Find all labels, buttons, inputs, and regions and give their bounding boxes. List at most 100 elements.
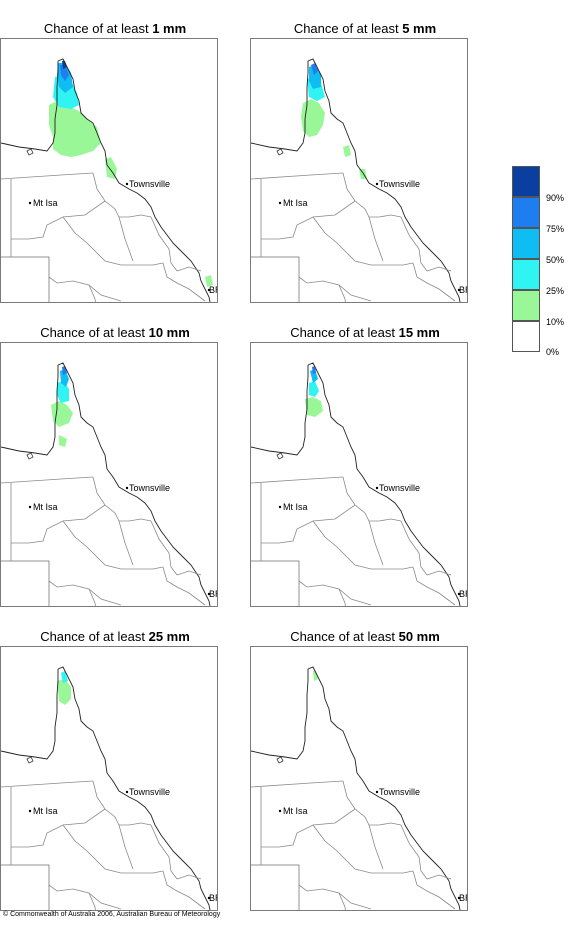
title-prefix: Chance of at least: [293, 21, 403, 36]
queensland-map: Townsville Mt Isa BRIS: [250, 342, 468, 607]
district-boundary: [1, 172, 94, 180]
coastline: [251, 669, 309, 760]
district-boundary: [62, 520, 164, 570]
district-boundary: [342, 780, 402, 826]
probability-area: [62, 61, 67, 69]
district-boundary: [342, 172, 402, 218]
district-boundary: [368, 216, 384, 262]
district-boundary: [261, 200, 356, 240]
legend-swatch: [512, 290, 540, 321]
map-panel-1mm: Chance of at least 1 mm Townsville Mt Isa…: [0, 20, 230, 320]
legend-swatch: [512, 321, 540, 352]
coastline: [1, 365, 59, 456]
coastline: [307, 666, 461, 910]
district-boundary: [400, 520, 428, 576]
townsville-label: Townsville: [129, 179, 170, 189]
town-marker: [457, 592, 461, 596]
district-boundary: [368, 520, 384, 566]
town-marker: [28, 505, 32, 509]
town-marker: [28, 201, 32, 205]
district-boundary: [251, 172, 344, 180]
coastline: [57, 58, 211, 302]
coastline: [251, 365, 309, 456]
probability-area: [343, 145, 351, 157]
probability-area: [61, 671, 68, 683]
townsville-label: Townsville: [129, 787, 170, 797]
probability-area: [62, 366, 67, 375]
district-boundary: [1, 780, 94, 788]
district-boundary: [150, 824, 178, 880]
coastline: [1, 61, 59, 152]
town-marker: [278, 201, 282, 205]
townsville-label: Townsville: [379, 179, 420, 189]
mt-isa-label: Mt Isa: [283, 502, 308, 512]
map-canvas: Townsville Mt Isa BRIS: [1, 666, 217, 910]
town-marker: [375, 486, 379, 490]
legend-swatch: [512, 197, 540, 228]
town-marker: [125, 182, 129, 186]
district-boundary: [342, 476, 402, 522]
district-boundary: [426, 570, 452, 576]
mt-isa-label: Mt Isa: [33, 806, 58, 816]
title-amount: 1 mm: [152, 21, 187, 36]
probability-area: [51, 401, 73, 427]
inset-box: [251, 560, 300, 606]
probability-area: [49, 101, 101, 157]
title-amount: 10 mm: [148, 325, 190, 340]
island: [276, 756, 284, 764]
title-amount: 50 mm: [398, 629, 440, 644]
island: [26, 452, 34, 460]
mt-isa-label: Mt Isa: [33, 502, 58, 512]
district-boundary: [412, 262, 456, 302]
district-boundary: [11, 808, 106, 848]
district-boundary: [338, 892, 346, 910]
district-boundary: [150, 216, 178, 272]
coastline: [1, 669, 59, 760]
district-boundary: [338, 284, 346, 302]
probability-area: [60, 369, 69, 387]
district-boundary: [150, 520, 178, 576]
district-boundary: [400, 216, 428, 272]
inset-box: [251, 864, 300, 910]
title-prefix: Chance of at least: [290, 325, 399, 340]
district-boundary: [312, 824, 414, 874]
coastline: [57, 362, 211, 606]
probability-area: [305, 397, 323, 417]
probability-area: [301, 99, 325, 137]
probability-area: [310, 369, 318, 383]
town-marker: [125, 790, 129, 794]
probability-area: [311, 63, 318, 75]
district-boundary: [261, 504, 356, 544]
panel-title: Chance of at least 1 mm: [0, 20, 230, 38]
map-canvas: Townsville Mt Isa BRIS: [1, 362, 217, 606]
coastline: [307, 362, 461, 606]
town-marker: [457, 896, 461, 900]
brisbane-label: BRIS: [209, 285, 217, 295]
town-marker: [375, 182, 379, 186]
probability-area: [313, 671, 318, 681]
legend-label: 10%: [546, 317, 565, 327]
panel-title: Chance of at least 25 mm: [0, 628, 230, 646]
townsville-label: Townsville: [379, 787, 420, 797]
district-boundary: [62, 216, 164, 266]
legend-label: 0%: [546, 347, 560, 357]
probability-legend: 90% 75% 50% 25% 10% 0%: [512, 166, 570, 357]
legend-label: 50%: [546, 255, 565, 265]
title-prefix: Chance of at least: [40, 629, 149, 644]
district-boundary: [118, 824, 134, 870]
inset-box: [1, 864, 50, 910]
queensland-map: Townsville Mt Isa BRIS: [250, 646, 468, 911]
queensland-map: Townsville Mt Isa BRIS: [0, 342, 218, 607]
district-boundary: [118, 216, 134, 262]
townsville-label: Townsville: [379, 483, 420, 493]
district-boundary: [88, 588, 96, 606]
district-boundary: [176, 874, 202, 880]
town-marker: [125, 486, 129, 490]
probability-area: [105, 157, 117, 179]
district-boundary: [92, 172, 152, 218]
brisbane-label: BRIS: [459, 589, 467, 599]
district-boundary: [162, 870, 206, 910]
district-boundary: [412, 566, 456, 606]
district-boundary: [251, 476, 344, 484]
map-canvas: Townsville Mt Isa BRIS: [251, 362, 467, 606]
